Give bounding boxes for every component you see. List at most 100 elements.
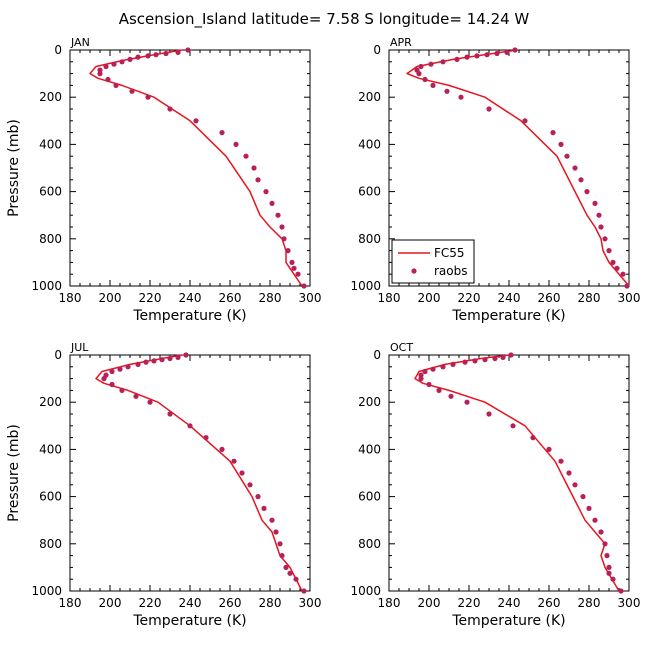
y-tick-label: 400 bbox=[358, 137, 381, 151]
data-point-raobs bbox=[606, 564, 612, 571]
data-point-raobs bbox=[586, 505, 592, 511]
data-point-raobs bbox=[255, 494, 261, 500]
data-point-raobs bbox=[418, 63, 424, 70]
data-point-raobs bbox=[440, 364, 446, 370]
data-point-raobs bbox=[193, 118, 199, 124]
x-tick-label: 220 bbox=[139, 596, 162, 610]
data-point-raobs bbox=[279, 553, 285, 559]
data-point-raobs bbox=[153, 52, 159, 58]
data-point-raobs bbox=[135, 361, 141, 367]
data-point-raobs bbox=[143, 359, 149, 365]
y-tick-label: 200 bbox=[39, 90, 62, 104]
data-point-raobs bbox=[167, 106, 173, 112]
data-point-raobs bbox=[426, 381, 432, 388]
data-point-raobs bbox=[167, 411, 173, 417]
data-point-raobs bbox=[558, 141, 564, 147]
panel-oct: 180 200 220 240 260 280 300 0 200 400 600 800 1000 OC… bbox=[350, 341, 640, 629]
data-point-raobs bbox=[233, 141, 239, 147]
data-point-raobs bbox=[572, 482, 578, 488]
x-tick-label: 300 bbox=[299, 291, 322, 305]
data-point-raobs bbox=[97, 71, 103, 77]
y-tick-label: 1000 bbox=[31, 279, 62, 293]
legend: FC55 raobs bbox=[391, 239, 475, 284]
y-tick-label: 600 bbox=[39, 185, 62, 199]
data-point-raobs bbox=[584, 189, 590, 195]
data-point-raobs bbox=[422, 368, 428, 375]
data-point-raobs bbox=[281, 236, 287, 242]
data-point-raobs bbox=[462, 359, 468, 365]
data-point-raobs bbox=[145, 94, 151, 100]
x-tick-label: 240 bbox=[179, 291, 202, 305]
data-point-raobs bbox=[508, 352, 514, 358]
data-point-raobs bbox=[550, 130, 556, 136]
data-point-raobs bbox=[277, 541, 283, 547]
data-point-raobs bbox=[610, 576, 616, 582]
data-point-raobs bbox=[416, 71, 422, 77]
x-tick-label: 240 bbox=[498, 596, 521, 610]
data-point-raobs bbox=[624, 283, 630, 289]
data-point-raobs bbox=[187, 423, 193, 429]
y-tick-label: 200 bbox=[358, 90, 381, 104]
x-tick-label: 260 bbox=[219, 596, 242, 610]
data-point-raobs bbox=[602, 236, 608, 242]
data-point-raobs bbox=[610, 259, 616, 265]
x-tick-label: 220 bbox=[458, 291, 481, 305]
data-point-raobs bbox=[558, 458, 564, 464]
x-tick-label: 200 bbox=[99, 596, 122, 610]
y-tick-label: 400 bbox=[39, 442, 62, 456]
data-point-raobs bbox=[440, 59, 446, 65]
data-point-raobs bbox=[175, 49, 181, 56]
y-tick-label: 800 bbox=[358, 232, 381, 246]
y-tick-label: 600 bbox=[358, 185, 381, 199]
y-tick-label: 1000 bbox=[350, 279, 381, 293]
x-axis-label: Temperature (K) bbox=[132, 308, 246, 324]
data-point-raobs bbox=[239, 470, 245, 476]
x-tick-label: 240 bbox=[179, 596, 202, 610]
data-point-raobs bbox=[163, 50, 169, 57]
x-tick-label: 300 bbox=[299, 596, 322, 610]
data-point-raobs bbox=[117, 366, 123, 372]
data-point-raobs bbox=[604, 553, 610, 559]
month-label: JUL bbox=[70, 341, 89, 354]
panel-jul: 180 200 220 240 260 280 300 0 200 400 600 800 1000 JU… bbox=[6, 341, 321, 629]
data-point-raobs bbox=[578, 177, 584, 183]
data-point-raobs bbox=[598, 529, 604, 535]
y-tick-label: 200 bbox=[39, 395, 62, 409]
data-point-raobs bbox=[301, 283, 307, 289]
data-point-raobs bbox=[430, 366, 436, 372]
data-point-raobs bbox=[504, 49, 510, 56]
data-point-raobs bbox=[261, 505, 267, 511]
data-point-raobs bbox=[133, 393, 139, 399]
data-point-raobs bbox=[592, 200, 598, 206]
y-tick-label: 800 bbox=[39, 232, 62, 246]
data-point-raobs bbox=[596, 212, 602, 218]
data-point-raobs bbox=[430, 82, 436, 88]
y-tick-label: 800 bbox=[39, 537, 62, 551]
data-point-raobs bbox=[119, 387, 125, 393]
data-point-raobs bbox=[111, 61, 117, 67]
plot-frame bbox=[69, 49, 311, 287]
data-point-raobs bbox=[484, 52, 490, 58]
data-point-raobs bbox=[472, 358, 478, 364]
y-tick-label: 0 bbox=[373, 43, 381, 57]
data-point-raobs bbox=[247, 482, 253, 488]
x-tick-label: 300 bbox=[618, 596, 641, 610]
x-tick-label: 220 bbox=[139, 291, 162, 305]
legend-label: FC55 bbox=[434, 246, 465, 260]
data-point-raobs bbox=[450, 361, 456, 367]
data-point-raobs bbox=[101, 376, 107, 382]
data-point-raobs bbox=[203, 435, 209, 441]
data-point-raobs bbox=[113, 82, 119, 88]
data-point-raobs bbox=[255, 177, 261, 183]
data-point-raobs bbox=[251, 165, 257, 171]
x-tick-label: 180 bbox=[378, 291, 401, 305]
data-point-raobs bbox=[103, 63, 109, 70]
x-tick-label: 180 bbox=[378, 596, 401, 610]
x-tick-label: 280 bbox=[259, 596, 282, 610]
data-point-raobs bbox=[283, 564, 289, 571]
data-point-raobs bbox=[127, 56, 133, 63]
x-tick-label: 180 bbox=[59, 291, 82, 305]
data-point-raobs bbox=[219, 446, 225, 452]
legend-marker-swatch bbox=[411, 268, 417, 274]
